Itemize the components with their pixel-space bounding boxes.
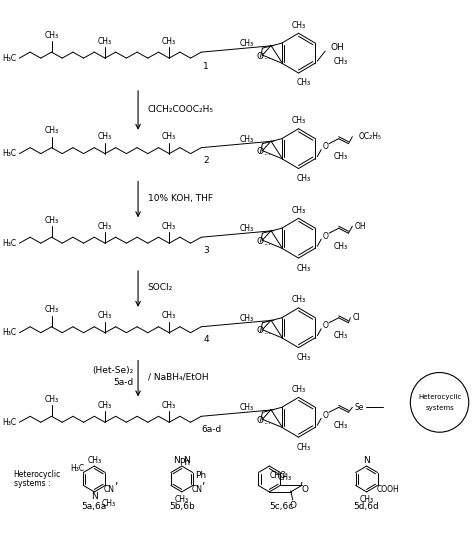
Text: CH₃: CH₃ [87,456,101,465]
Text: 5d,6d: 5d,6d [354,502,380,512]
Text: O: O [289,502,296,510]
Text: Ph: Ph [180,458,191,467]
Text: ···: ··· [264,420,271,429]
Text: ,: , [299,476,302,486]
Text: 10% KOH, THF: 10% KOH, THF [148,194,213,203]
Text: ···: ··· [264,330,271,339]
Text: CH₃: CH₃ [45,126,59,135]
Text: O: O [256,147,263,156]
Text: OH: OH [354,222,366,231]
Text: Heterocyclic: Heterocyclic [14,469,61,478]
Text: CH₃: CH₃ [45,395,59,404]
Text: O: O [301,485,308,494]
Text: CH₃: CH₃ [296,353,310,362]
Text: CH₃: CH₃ [98,222,112,231]
Text: CH₃: CH₃ [162,132,176,141]
Text: ···: ··· [264,151,271,160]
Text: ,: , [114,476,118,486]
Text: H₃C: H₃C [2,54,17,62]
Text: CH₃: CH₃ [292,21,306,30]
Text: CH₃: CH₃ [292,116,306,126]
Text: ···: ··· [264,241,271,249]
Text: COOH: COOH [376,486,399,494]
Text: O: O [322,232,328,241]
Text: CH₃: CH₃ [98,401,112,410]
Text: O: O [322,321,328,330]
Text: systems: systems [425,405,454,411]
Text: CH₃: CH₃ [292,206,306,215]
Text: CH₃: CH₃ [292,295,306,304]
Text: 1: 1 [203,61,209,71]
Text: Cl: Cl [352,314,360,322]
Text: ClCH₂COOC₂H₅: ClCH₂COOC₂H₅ [148,105,214,114]
Text: H₃C: H₃C [71,463,84,472]
Text: CH₃: CH₃ [98,132,112,141]
Text: ···: ··· [264,56,271,65]
Text: O: O [322,411,328,420]
Text: 2: 2 [203,156,209,165]
Text: (Het-Se)₂: (Het-Se)₂ [92,366,133,375]
Text: 4: 4 [203,335,209,344]
Text: N: N [363,456,370,465]
Text: CH₃: CH₃ [45,305,59,314]
Text: O: O [256,326,263,335]
Text: CH₃: CH₃ [162,311,176,320]
Text: CH₃: CH₃ [334,331,347,340]
Text: O: O [322,142,328,151]
Text: CH₃: CH₃ [239,224,254,233]
Text: CH₃: CH₃ [239,314,254,323]
Text: 3: 3 [203,246,209,254]
Text: CH₃: CH₃ [296,264,310,273]
Text: systems :: systems : [14,479,50,488]
Text: 6a-d: 6a-d [201,425,221,434]
Text: 5a-d: 5a-d [113,378,133,387]
Text: 5a,6a: 5a,6a [82,502,107,512]
Text: CH₃: CH₃ [292,385,306,394]
Text: CN: CN [191,486,202,494]
Text: CH₃: CH₃ [296,442,310,452]
Text: CH₃: CH₃ [334,421,347,430]
Text: H₃C: H₃C [2,239,17,248]
Text: CH₃: CH₃ [334,242,347,251]
Text: OH: OH [331,43,345,51]
Text: 5b,6b: 5b,6b [169,502,195,512]
Text: H₃C: H₃C [2,328,17,337]
Text: CH₃: CH₃ [98,311,112,320]
Text: Ph: Ph [195,471,206,480]
Text: CHO: CHO [270,471,287,480]
Text: CH₃: CH₃ [278,473,292,482]
Text: OC₂H₅: OC₂H₅ [358,132,381,141]
Text: Heterocyclic: Heterocyclic [418,394,461,400]
Text: 5c,6c: 5c,6c [269,502,293,512]
Text: CH₃: CH₃ [360,495,374,504]
Text: CH₃: CH₃ [239,39,254,48]
Text: CN: CN [104,486,115,494]
Text: CH₃: CH₃ [162,222,176,231]
Text: N: N [173,456,180,465]
Text: CH₃: CH₃ [45,31,59,40]
Text: CH₃: CH₃ [334,152,347,161]
Text: CH₃: CH₃ [296,79,310,87]
Text: H₃C: H₃C [2,418,17,427]
Text: CH₃: CH₃ [239,403,254,412]
Text: CH₃: CH₃ [98,36,112,46]
Text: SOCl₂: SOCl₂ [148,284,173,293]
Text: ,: , [201,476,205,486]
Text: O: O [256,237,263,246]
Text: H₃C: H₃C [2,149,17,158]
Text: Se: Se [354,403,364,412]
Text: CH₃: CH₃ [239,134,254,144]
Text: CH₃: CH₃ [162,401,176,410]
Text: N: N [91,492,98,502]
Text: O: O [256,51,263,61]
Text: CH₃: CH₃ [296,174,310,183]
Text: N: N [183,456,190,465]
Text: CH₃: CH₃ [175,495,189,504]
Text: O: O [256,416,263,425]
Text: CH₃: CH₃ [45,216,59,225]
Text: CH₃: CH₃ [334,56,347,66]
Text: / NaBH₄/EtOH: / NaBH₄/EtOH [148,373,209,382]
Text: CH₃: CH₃ [102,499,116,508]
Text: CH₃: CH₃ [162,36,176,46]
